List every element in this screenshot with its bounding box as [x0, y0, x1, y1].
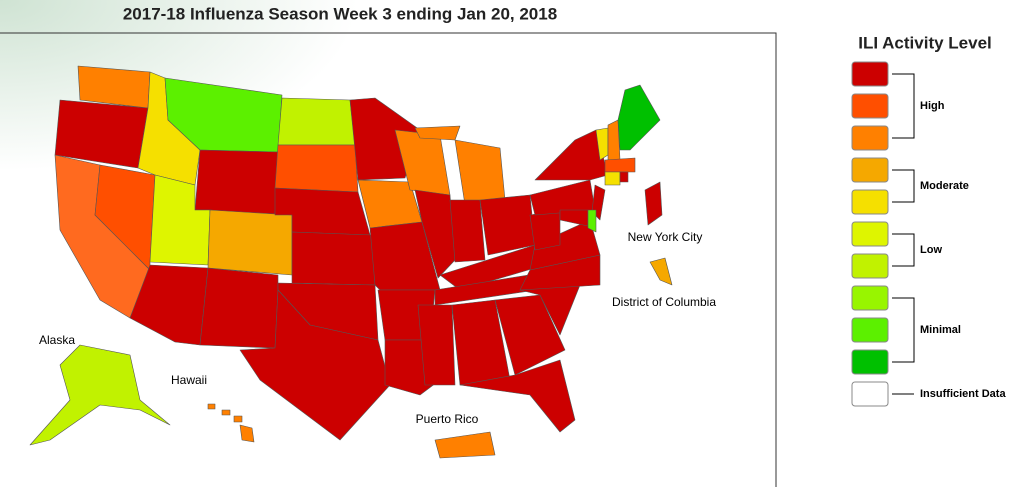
legend-label: Insufficient Data [920, 388, 1006, 400]
legend-swatch [851, 61, 889, 87]
map-label: Hawaii [171, 373, 207, 387]
legend-swatch [851, 157, 889, 183]
legend-bracket [892, 73, 915, 139]
legend-swatch [851, 221, 889, 247]
states [29, 65, 673, 459]
legend-bracket [892, 169, 915, 203]
legend-swatch [851, 189, 889, 215]
map-label: District of Columbia [612, 295, 716, 309]
map-label: Puerto Rico [416, 412, 479, 426]
map-frame [0, 32, 777, 487]
legend-label: Moderate [920, 180, 969, 192]
legend-swatch [851, 285, 889, 311]
legend-swatch [851, 253, 889, 279]
legend: High Moderate Low Minimal Insufficient Data [851, 61, 1006, 407]
map-labels: New York City District of Columbia Alask… [39, 230, 716, 426]
legend-label: Low [920, 244, 942, 256]
legend-swatch [851, 93, 889, 119]
legend-swatch [851, 317, 889, 343]
legend-label: Minimal [920, 324, 961, 336]
legend-label: High [920, 100, 945, 112]
legend-bracket [892, 233, 915, 267]
legend-title: ILI Activity Level [858, 33, 992, 52]
legend-swatch [851, 381, 889, 407]
legend-bracket [892, 297, 915, 363]
map-label: Alaska [39, 333, 75, 347]
legend-swatch [851, 125, 889, 151]
legend-swatch [851, 349, 889, 375]
title: 2017-18 Influenza Season Week 3 ending J… [123, 4, 557, 23]
map-label: New York City [628, 230, 703, 244]
